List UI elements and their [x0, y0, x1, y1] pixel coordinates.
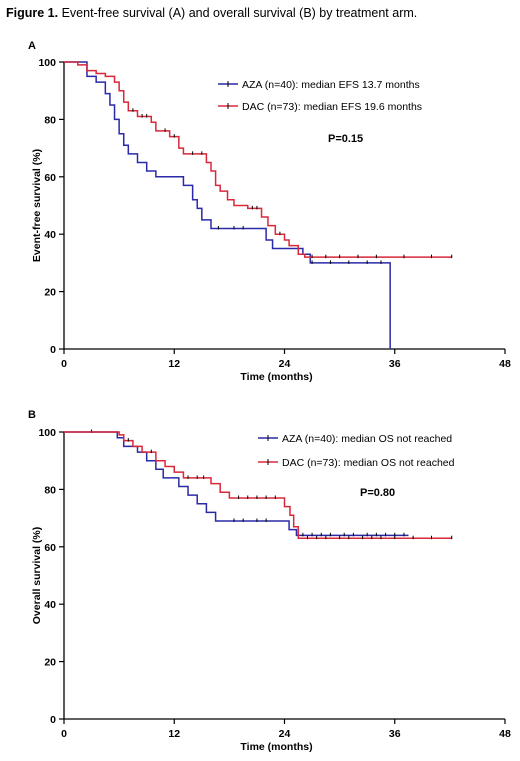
legend-entry-aza: AZA (n=40): median EFS 13.7 months	[218, 79, 420, 91]
y-tick-label: 80	[44, 114, 56, 126]
y-tick-label: 80	[44, 484, 56, 496]
p-value-annotation: P=0.15	[328, 133, 363, 145]
x-tick-label: 36	[389, 728, 401, 740]
legend-label-aza: AZA (n=40): median OS not reached	[282, 433, 452, 445]
y-axis-title: Overall survival (%)	[31, 527, 43, 624]
survival-curve-dac	[64, 61, 452, 258]
x-tick-label: 36	[389, 358, 401, 370]
series-dac	[64, 431, 453, 540]
panel-a: A 0 20 40 60 80 100 0 12 24 36 48 Time (months) Event…	[28, 40, 511, 383]
y-axis-title: Event-free survival (%)	[31, 149, 43, 262]
y-tick-label: 40	[44, 229, 56, 241]
x-axis-title: Time (months)	[240, 741, 312, 753]
figure-caption: Figure 1. Event-free survival (A) and ov…	[6, 6, 518, 20]
x-tick-label: 0	[61, 358, 67, 370]
survival-curve-aza	[64, 61, 391, 349]
legend-entry-dac: DAC (n=73): median OS not reached	[258, 457, 455, 469]
panel-label: B	[28, 409, 36, 421]
x-tick-label: 12	[168, 728, 180, 740]
figure-caption-text: Event-free survival (A) and overall surv…	[61, 6, 418, 20]
y-tick-label: 60	[44, 172, 56, 184]
series-aza	[64, 61, 391, 349]
p-value-annotation: P=0.80	[360, 487, 395, 499]
panel-b: B 0 20 40 60 80 100 0 12 24 36 48 Time (months) Overa…	[28, 409, 511, 753]
series-aza	[64, 429, 409, 537]
y-tick-label: 0	[50, 344, 56, 356]
figure-caption-label: Figure 1.	[6, 6, 59, 20]
y-tick-label: 20	[44, 287, 56, 299]
x-tick-label: 24	[279, 728, 291, 740]
y-tick-label: 60	[44, 542, 56, 554]
survival-curve-aza	[64, 431, 409, 537]
x-tick-label: 48	[499, 728, 511, 740]
y-tick-label: 100	[38, 427, 56, 439]
series-dac	[64, 61, 453, 259]
legend-label-dac: DAC (n=73): median EFS 19.6 months	[242, 101, 422, 113]
x-tick-label: 48	[499, 358, 511, 370]
x-tick-label: 0	[61, 728, 67, 740]
y-tick-label: 40	[44, 599, 56, 611]
x-tick-label: 24	[279, 358, 291, 370]
y-tick-label: 20	[44, 657, 56, 669]
legend-entry-dac: DAC (n=73): median EFS 19.6 months	[218, 101, 422, 113]
panel-label: A	[28, 40, 36, 52]
y-tick-label: 100	[38, 57, 56, 69]
x-tick-label: 12	[168, 358, 180, 370]
y-tick-label: 0	[50, 714, 56, 726]
x-axis-title: Time (months)	[240, 371, 312, 383]
legend-label-dac: DAC (n=73): median OS not reached	[282, 457, 455, 469]
legend-label-aza: AZA (n=40): median EFS 13.7 months	[242, 79, 420, 91]
survival-curve-dac	[64, 431, 452, 539]
legend-entry-aza: AZA (n=40): median OS not reached	[258, 433, 452, 445]
